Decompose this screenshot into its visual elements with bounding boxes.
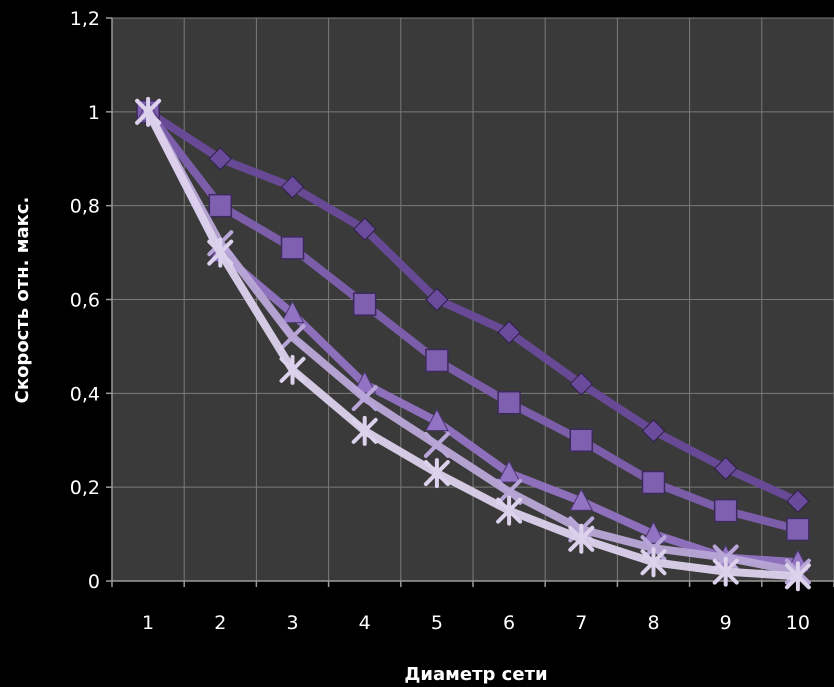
- x-tick-label: 2: [214, 612, 226, 634]
- data-point-star: [423, 458, 450, 489]
- data-point-triangle: [425, 408, 449, 431]
- data-point-square: [786, 517, 810, 542]
- data-point-square: [569, 428, 594, 452]
- data-point-star: [496, 495, 523, 526]
- data-point-square: [641, 470, 666, 495]
- y-tick-label: 0: [88, 571, 100, 593]
- x-tick-label: 10: [786, 612, 810, 634]
- data-point-triangle: [641, 521, 666, 544]
- data-point-diamond: [425, 287, 449, 312]
- y-tick-label: 0,4: [70, 383, 100, 405]
- x-tick-label: 1: [142, 612, 154, 634]
- y-axis-title: Скорость отн. макс.: [12, 197, 33, 404]
- data-point-diamond: [497, 320, 521, 345]
- data-point-star: [351, 415, 378, 446]
- data-point-square: [208, 193, 233, 218]
- x-tick-label: 9: [720, 612, 732, 634]
- data-point-square: [713, 498, 738, 523]
- x-axis-title: Диаметр сети: [404, 664, 547, 685]
- data-point-diamond: [713, 456, 738, 481]
- y-tick-label: 1,2: [70, 8, 100, 30]
- data-point-star: [640, 547, 667, 578]
- data-point-square: [497, 390, 521, 415]
- series-diamond: [136, 100, 810, 513]
- series-square: [136, 100, 810, 542]
- series-line: [144, 107, 802, 581]
- data-point-square: [280, 236, 305, 260]
- tick-labels: 0 0,2 0,4 0,6 0,8 1 1,2 1 2 3 4 5 6 7 8 9 10: [70, 8, 810, 634]
- x-tick-label: 5: [431, 612, 443, 634]
- series-layer: [135, 96, 811, 592]
- data-point-star: [784, 561, 811, 592]
- y-tick-label: 0,8: [70, 196, 100, 218]
- data-point-diamond: [641, 419, 666, 443]
- data-point-diamond: [786, 489, 810, 513]
- y-tick-label: 0,2: [70, 477, 100, 499]
- y-tick-label: 0,6: [70, 290, 100, 312]
- x-tick-label: 6: [503, 612, 515, 634]
- data-point-x: [423, 431, 450, 458]
- data-point-x: [496, 478, 523, 505]
- series-line: [144, 107, 802, 567]
- x-tick-label: 7: [575, 612, 587, 634]
- series-line: [144, 107, 802, 534]
- data-point-star: [207, 237, 234, 268]
- data-point-square: [425, 348, 449, 373]
- data-point-x: [351, 385, 378, 412]
- data-point-x: [279, 324, 306, 351]
- data-point-star: [135, 96, 162, 127]
- data-point-diamond: [280, 175, 305, 199]
- data-point-star: [279, 354, 306, 385]
- x-tick-label: 4: [359, 612, 371, 634]
- data-point-star: [712, 556, 739, 587]
- x-tick-label: 8: [647, 612, 659, 634]
- data-point-triangle: [569, 488, 594, 511]
- data-point-diamond: [352, 217, 377, 241]
- data-point-triangle: [280, 300, 305, 324]
- series-line: [144, 107, 802, 506]
- data-point-star: [568, 523, 595, 554]
- y-tick-label: 1: [88, 102, 100, 124]
- data-point-diamond: [208, 147, 233, 171]
- data-point-diamond: [569, 372, 594, 396]
- series-line: [144, 107, 802, 576]
- x-tick-label: 3: [286, 612, 298, 634]
- series-star: [135, 96, 811, 592]
- data-point-square: [352, 292, 377, 316]
- data-point-triangle: [497, 460, 521, 483]
